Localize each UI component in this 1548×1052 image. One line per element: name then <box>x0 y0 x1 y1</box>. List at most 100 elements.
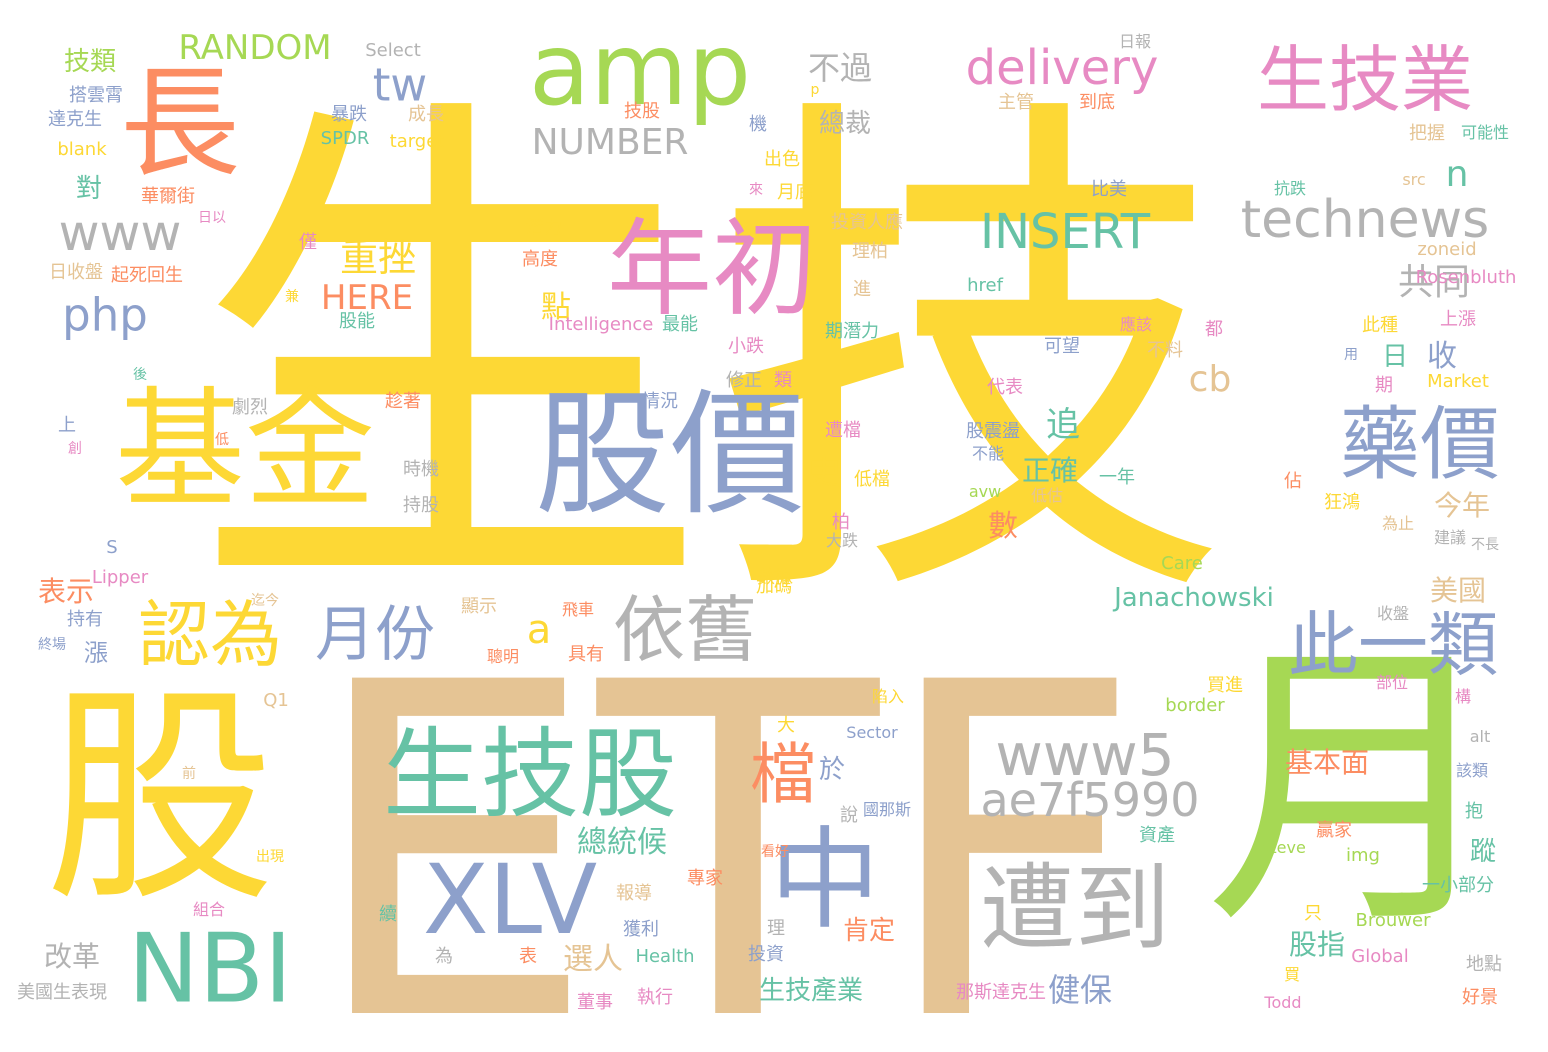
cloud-word: 持有 <box>67 609 103 630</box>
cloud-word: 選人 <box>563 942 623 977</box>
cloud-word: Rosenbluth <box>1415 267 1517 288</box>
cloud-word: technews <box>1240 190 1490 250</box>
cloud-word: Market <box>1427 371 1489 392</box>
cloud-word: Janachowski <box>1114 583 1274 613</box>
cloud-word: 現 <box>372 873 390 894</box>
cloud-word: Steve <box>1260 838 1306 857</box>
cloud-word: 搭雲霄 <box>69 85 123 106</box>
cloud-word: delivery <box>965 40 1159 96</box>
cloud-word: 遭檔 <box>825 420 861 441</box>
cloud-word: XLV <box>422 844 598 956</box>
cloud-word: 持股 <box>403 495 439 516</box>
cloud-word: 漲 <box>84 639 108 667</box>
cloud-word: 僅 <box>299 232 317 253</box>
cloud-word: SPDR <box>320 128 370 149</box>
cloud-word: 修正 <box>726 370 762 391</box>
cloud-word: 執行 <box>637 987 673 1008</box>
cloud-word: Sector <box>846 723 898 742</box>
cloud-word: 陷入 <box>871 687 905 706</box>
cloud-word: 獲利 <box>623 919 659 940</box>
cloud-word: 比美 <box>1091 179 1127 200</box>
cloud-word: HERE <box>320 278 414 318</box>
cloud-word: S <box>106 537 118 558</box>
cloud-word: 對 <box>75 174 103 204</box>
cloud-word: 為 <box>435 946 453 967</box>
cloud-word: 日報 <box>1118 32 1152 51</box>
cloud-word: 續 <box>379 904 397 925</box>
cloud-word: Global <box>1351 946 1409 967</box>
cloud-word: 共同 <box>1397 262 1471 303</box>
cloud-word: 月 <box>1205 615 1505 964</box>
cloud-word: 總統候 <box>577 825 667 860</box>
cloud-word: 佔 <box>1284 471 1302 492</box>
cloud-word: img <box>1346 845 1380 866</box>
cloud-word: 此種 <box>1362 315 1398 336</box>
cloud-word: 部位 <box>1375 673 1409 692</box>
cloud-word: 低估 <box>1030 486 1064 505</box>
cloud-word: 劇烈 <box>232 397 268 418</box>
cloud-word: 基本面 <box>1284 746 1370 779</box>
cloud-word: ae7f5990 <box>980 773 1200 827</box>
cloud-word: Health <box>635 946 695 967</box>
cloud-word: 不料 <box>1147 340 1183 361</box>
cloud-word: 顯示 <box>461 596 497 617</box>
cloud-word: 來 <box>749 182 763 198</box>
cloud-word: 小跌 <box>728 336 764 357</box>
cloud-word: Q1 <box>263 690 289 711</box>
cloud-word: Todd <box>1264 993 1302 1012</box>
cloud-word: 生技股 <box>382 718 678 832</box>
cloud-word: 代表 <box>987 377 1023 398</box>
cloud-word: 達克生 <box>48 109 102 130</box>
cloud-word: 理 <box>767 918 785 939</box>
cloud-word: 後 <box>133 367 147 383</box>
cloud-word: 藥價 <box>1340 398 1500 491</box>
cloud-word: 為止 <box>1381 514 1415 533</box>
cloud-word: a <box>526 607 552 653</box>
cloud-word: 地點 <box>1466 954 1502 975</box>
cloud-word: 兼 <box>285 289 299 305</box>
cloud-word: 表示 <box>37 575 95 608</box>
cloud-word: 說 <box>840 805 858 826</box>
cloud-word: 專家 <box>687 868 723 889</box>
cloud-word: 此一類 <box>1288 604 1498 686</box>
cloud-word: 投資人應 <box>831 212 903 233</box>
cloud-word: 期 <box>1375 375 1393 396</box>
cloud-word: 大 <box>777 715 795 736</box>
cloud-word: 一年 <box>1099 467 1135 488</box>
cloud-word: 一小部分 <box>1422 875 1494 896</box>
cloud-word: border <box>1165 695 1225 716</box>
cloud-word: ETF <box>306 587 1144 1052</box>
cloud-word: 創 <box>68 441 82 457</box>
cloud-word: amp <box>528 11 752 128</box>
cloud-word: ck <box>357 778 373 794</box>
cloud-word: 股價 <box>535 376 805 534</box>
cloud-word: 柏 <box>832 512 850 533</box>
cloud-word: 不過 <box>807 49 873 87</box>
cloud-word: 檔 <box>750 736 816 813</box>
cloud-word: 時機 <box>403 459 439 480</box>
cloud-word: 技類 <box>63 47 117 77</box>
cloud-word: 股指 <box>1288 928 1346 961</box>
cloud-word: 月份 <box>315 600 435 670</box>
cloud-word: 好景 <box>1462 987 1498 1008</box>
cloud-word: 終場 <box>38 637 66 653</box>
cloud-word: 前 <box>182 766 196 782</box>
cloud-word: 不長 <box>1471 537 1499 553</box>
cloud-word: 買進 <box>1207 675 1243 696</box>
cloud-word: 趁著 <box>385 391 421 412</box>
cloud-word: 高度 <box>522 249 558 270</box>
cloud-word: 起死回生 <box>111 265 183 286</box>
cloud-word: 華爾街 <box>141 186 195 207</box>
cloud-word: Lipper <box>91 567 149 588</box>
cloud-word: 最能 <box>662 314 698 335</box>
cloud-word: 收 <box>1427 339 1457 374</box>
cloud-word: zoneid <box>1417 239 1477 260</box>
cloud-word: 追 <box>1046 405 1080 445</box>
cloud-word: 於 <box>818 755 846 785</box>
cloud-word: src <box>1402 170 1426 189</box>
cloud-word: 長 <box>120 55 240 194</box>
cloud-word: 只 <box>1304 903 1322 924</box>
cloud-word: 進 <box>853 279 871 300</box>
cloud-word: Care <box>1161 553 1203 574</box>
